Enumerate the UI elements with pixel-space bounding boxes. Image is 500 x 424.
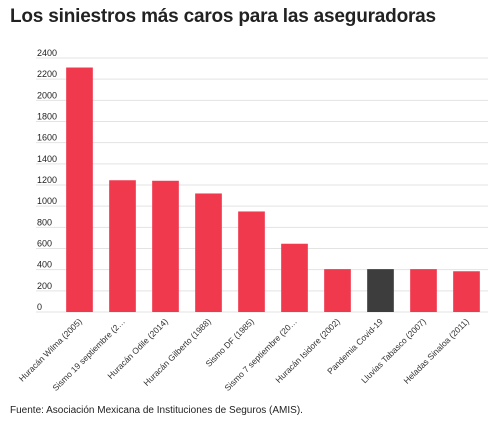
bar <box>238 211 265 312</box>
y-tick-label: 400 <box>37 260 52 270</box>
y-tick-label: 1000 <box>37 196 57 206</box>
source-note: Fuente: Asociación Mexicana de Instituci… <box>10 405 303 416</box>
bar <box>195 193 222 312</box>
y-tick-label: 1400 <box>37 154 57 164</box>
y-tick-label: 1200 <box>37 175 57 185</box>
y-tick-label: 1600 <box>37 133 57 143</box>
y-tick-label: 0 <box>37 302 42 312</box>
bar <box>367 269 394 312</box>
bar <box>109 180 136 312</box>
bars <box>66 67 480 313</box>
y-tick-label: 2000 <box>37 90 57 100</box>
x-tick-label: Sismo 7 septiembre (20… <box>222 316 299 393</box>
x-axis-labels: Huracán Wilma (2005)Sismo 19 septiembre … <box>17 316 471 393</box>
bar <box>281 243 308 312</box>
x-tick-label: Sismo 19 septiembre (2… <box>50 316 127 393</box>
y-tick-label: 2200 <box>37 69 57 79</box>
y-tick-label: 1800 <box>37 112 57 122</box>
chart-title: Los siniestros más caros para las asegur… <box>10 6 436 27</box>
y-tick-label: 600 <box>37 239 52 249</box>
bar <box>66 67 93 313</box>
bar <box>410 269 437 312</box>
bar <box>152 180 179 312</box>
bar <box>453 271 480 312</box>
y-axis-ticks: 0 200 400 600 800 1000 1200 1400 1600 1800 2000 220… <box>37 48 57 312</box>
y-tick-label: 2400 <box>37 48 57 58</box>
y-tick-label: 800 <box>37 217 52 227</box>
y-tick-label: 200 <box>37 281 52 291</box>
bar <box>324 269 351 312</box>
